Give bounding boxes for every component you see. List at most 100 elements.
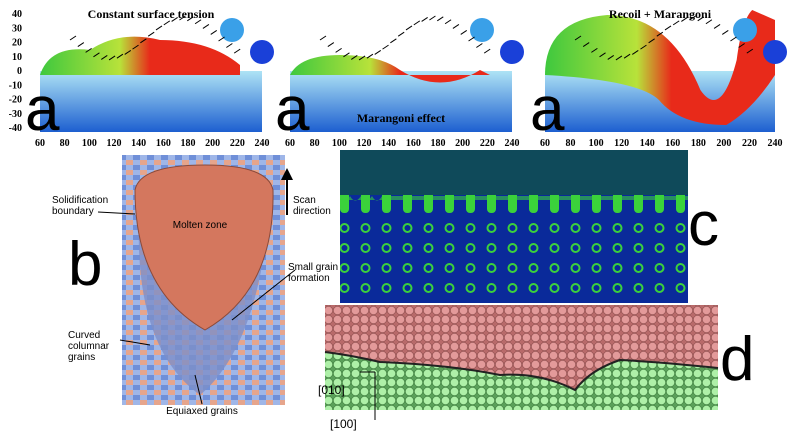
velocity-vector (672, 20, 680, 26)
x-tick-label: 200 (455, 138, 470, 149)
y-tick-label: -10 (9, 80, 22, 91)
velocity-vector (607, 55, 615, 60)
velocity-vector (179, 15, 186, 21)
y-tick-label: 0 (17, 66, 22, 77)
x-tick-label: 220 (480, 138, 495, 149)
y-tick-label: -20 (9, 95, 22, 106)
x-tick-label: 220 (742, 138, 757, 149)
velocity-vector (77, 42, 85, 47)
velocity-vector (730, 36, 737, 42)
velocity-vector (697, 16, 705, 22)
velocity-vector (366, 53, 374, 59)
panel-label: c (688, 190, 719, 259)
plot-title: Recoil + Marangoni (609, 7, 712, 21)
x-tick-label: 180 (181, 138, 196, 149)
velocity-vector (574, 35, 582, 41)
front (340, 195, 688, 201)
velocity-vector (664, 25, 672, 31)
panel-label: d (720, 325, 754, 394)
y-tick-label: 30 (12, 23, 22, 34)
velocity-vector (591, 47, 598, 53)
velocity-vector (429, 15, 436, 21)
velocity-vector (186, 16, 194, 22)
text: Scan direction (293, 195, 331, 217)
droplet (500, 40, 524, 64)
y-tick-label: -30 (9, 109, 22, 120)
x-tick-label: 140 (381, 138, 396, 149)
velocity-vector (421, 17, 428, 22)
velocity-vector (468, 36, 475, 42)
x-tick-label: 220 (230, 138, 245, 149)
velocity-vector (599, 52, 606, 58)
velocity-vector (233, 48, 241, 54)
axis-label: [010] (318, 383, 345, 397)
label: Small grain formation (288, 262, 339, 284)
x-tick-label: 140 (131, 138, 146, 149)
velocity-vector (327, 42, 335, 47)
velocity-vector (413, 20, 421, 26)
leader (97, 211, 136, 215)
label: Solidification boundary (52, 195, 109, 217)
panel-c: c (340, 150, 719, 303)
x-tick-label: 120 (357, 138, 372, 149)
velocity-vector (319, 35, 327, 41)
arrowhead (281, 168, 293, 180)
velocity-vector (218, 36, 225, 42)
velocity-vector (705, 19, 713, 25)
plot: Constant surface tension a60 80 100 120 140 16… (25, 7, 274, 149)
label: Molten zone (173, 220, 228, 231)
text: Solidification boundary (52, 195, 109, 217)
velocity-vector (124, 50, 132, 55)
velocity-vector (163, 20, 171, 26)
velocity-vector (483, 48, 491, 54)
velocity-vector (623, 53, 631, 59)
droplet (220, 18, 244, 42)
panel-label: a (275, 75, 310, 144)
melt-pool (40, 36, 240, 75)
x-tick-label: 240 (255, 138, 270, 149)
text: Small grain formation (288, 262, 339, 284)
velocity-vector (631, 50, 639, 55)
label: Equiaxed grains (166, 406, 238, 417)
x-tick-label: 100 (332, 138, 347, 149)
molten-zone (134, 164, 274, 331)
x-tick-label: 60 (285, 138, 295, 149)
velocity-vector (390, 38, 397, 44)
x-tick-label: 240 (768, 138, 783, 149)
x-tick-label: 140 (640, 138, 655, 149)
velocity-vector (746, 48, 754, 54)
melt-pool (545, 10, 775, 125)
velocity-vector (202, 24, 210, 29)
droplet (250, 40, 274, 64)
plot: Marangoni effect a60 80 100 120 140 160 180 200 2… (275, 15, 524, 149)
droplet (733, 18, 757, 42)
velocity-vector (132, 44, 139, 50)
x-tick-label: 60 (540, 138, 550, 149)
label: Scan direction (293, 195, 331, 217)
x-tick-label: 60 (35, 138, 45, 149)
velocity-vector (140, 38, 147, 44)
x-tick-label: 160 (665, 138, 680, 149)
x-tick-label: 160 (156, 138, 171, 149)
velocity-vector (335, 47, 342, 53)
panel-label: a (530, 75, 565, 144)
x-tick-label: 80 (310, 138, 320, 149)
x-tick-label: 80 (566, 138, 576, 149)
panel-b: Molten zone b Solidification boundary Sc… (52, 155, 339, 417)
x-tick-label: 80 (60, 138, 70, 149)
velocity-vector (85, 47, 92, 53)
velocity-vector (155, 25, 163, 31)
velocity-vector (194, 19, 202, 25)
velocity-vector (358, 55, 366, 61)
melt-pool (290, 55, 490, 83)
x-tick-label: 120 (107, 138, 122, 149)
velocity-vector (615, 55, 623, 61)
x-tick-label: 200 (716, 138, 731, 149)
velocity-vector (681, 17, 688, 22)
panel-d: d [010] [100] (318, 305, 754, 431)
velocity-vector (713, 24, 721, 29)
liquid (340, 150, 688, 195)
